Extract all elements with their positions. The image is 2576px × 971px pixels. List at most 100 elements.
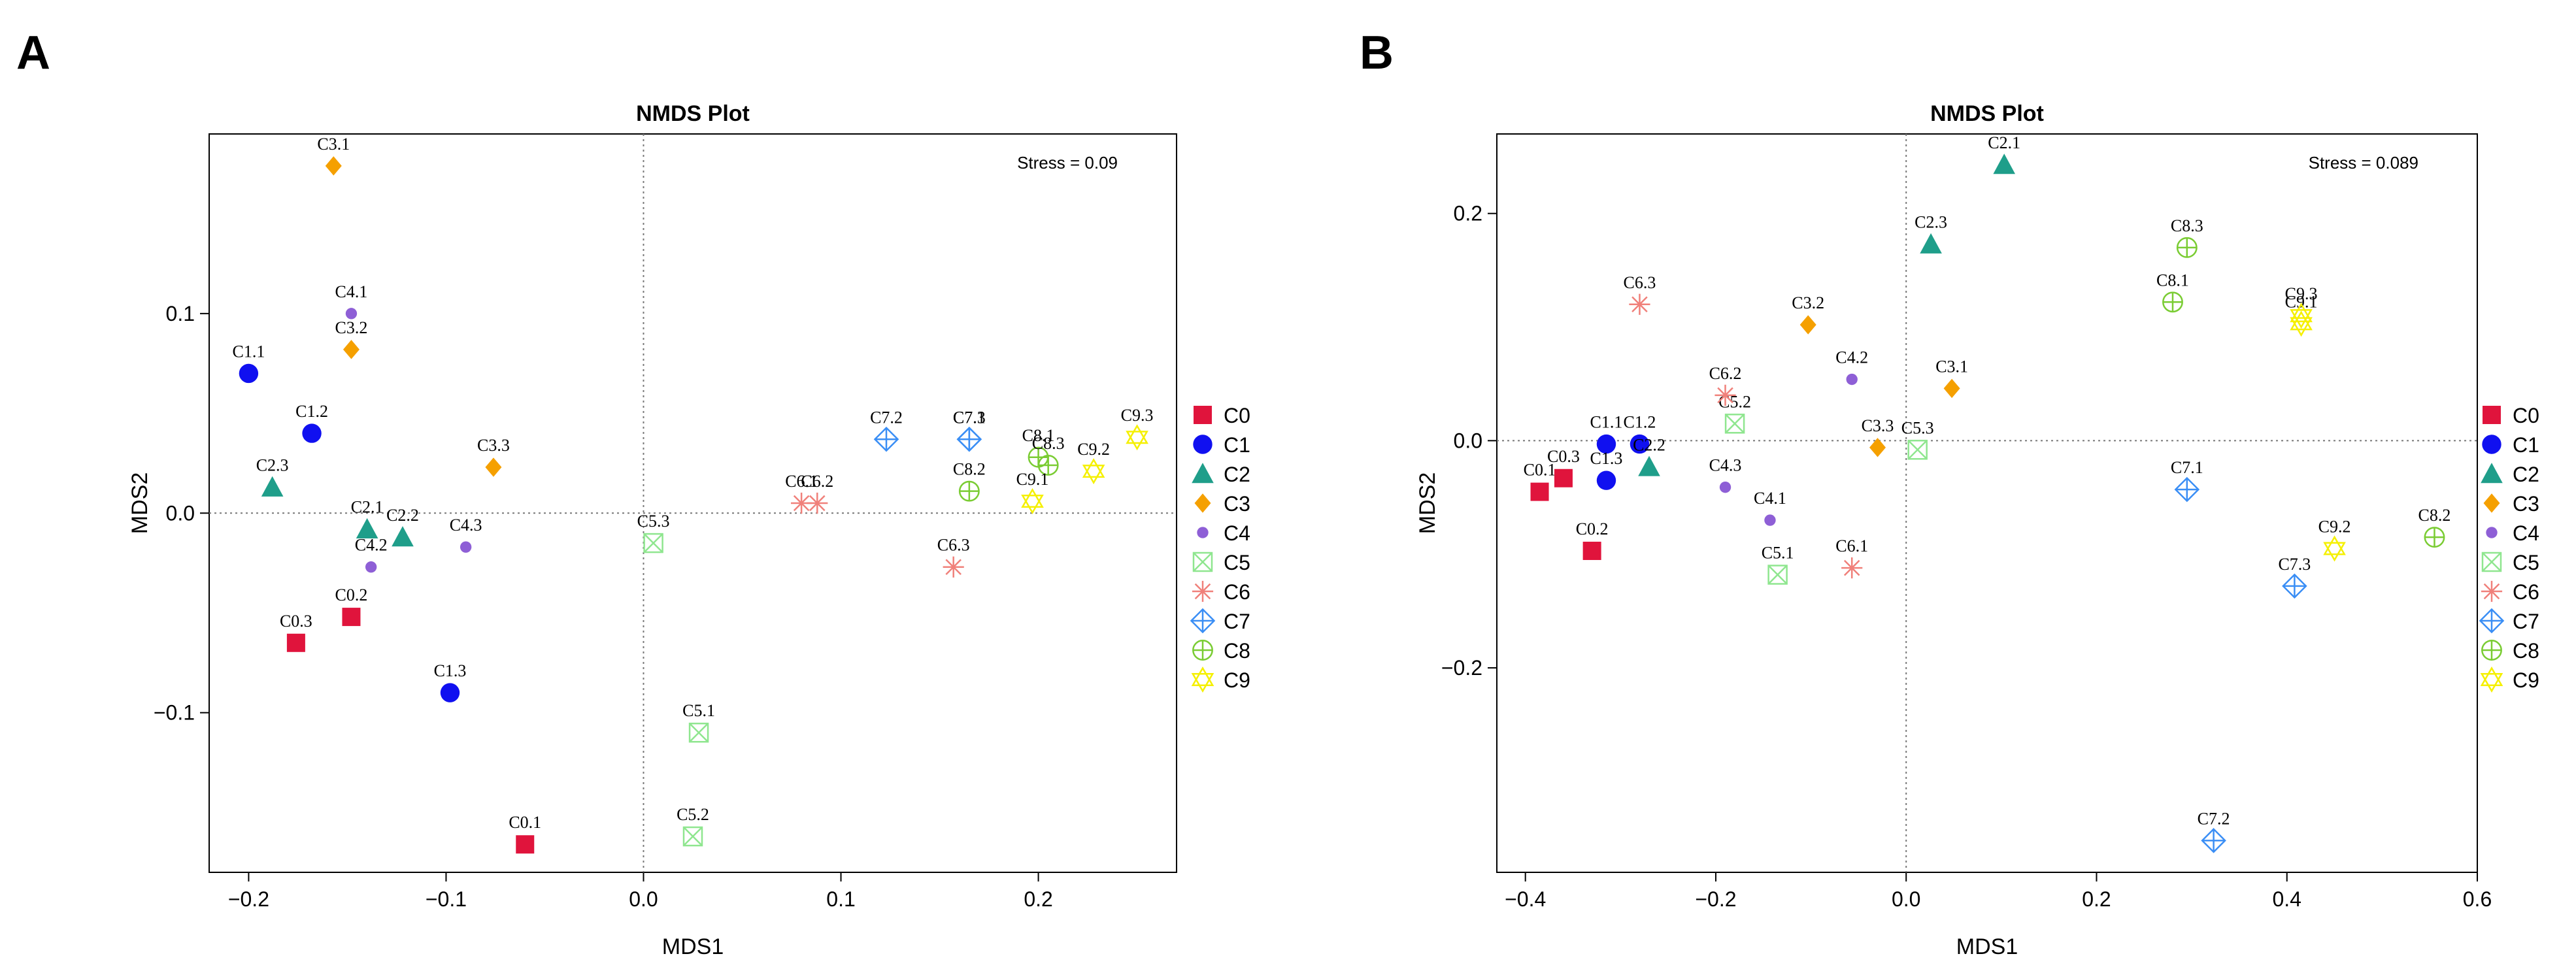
- data-point: [2424, 527, 2445, 548]
- legend-item: C1: [2482, 433, 2539, 457]
- point-label: C0.2: [335, 585, 368, 604]
- point-label: C7.3: [2278, 555, 2311, 574]
- legend-item: C9: [2480, 666, 2539, 693]
- point-label: C2.2: [1633, 435, 1665, 454]
- data-point: [2176, 237, 2198, 258]
- data-point: [958, 480, 980, 502]
- data-point: [1841, 557, 1863, 579]
- point-label: C8.3: [2171, 216, 2203, 235]
- data-point: [643, 533, 663, 553]
- legend-marker: [2480, 666, 2503, 693]
- data-point: [485, 457, 502, 477]
- legend-marker: [1192, 580, 1214, 602]
- point-label: C7.3: [953, 408, 986, 427]
- point-label: C5.2: [677, 805, 709, 824]
- point-label: C6.3: [1624, 273, 1656, 292]
- legend-marker: [1192, 640, 1213, 661]
- data-point: [1724, 414, 1745, 434]
- x-tick-label: 0.4: [2272, 887, 2301, 911]
- data-point: [1082, 458, 1105, 485]
- data-point: [261, 476, 284, 497]
- data-point: [1719, 481, 1731, 493]
- y-tick-label: −0.2: [1441, 656, 1482, 680]
- data-point: [1582, 542, 1601, 561]
- point-label: C9.1: [2285, 292, 2318, 311]
- legend-label: C4: [1224, 521, 1250, 545]
- x-tick-label: −0.1: [426, 887, 467, 911]
- data-point: [2162, 291, 2183, 313]
- legend-label: C6: [1224, 580, 1250, 604]
- data-point: [302, 423, 322, 443]
- legend-marker: [2481, 640, 2502, 661]
- data-point: [873, 427, 899, 452]
- legend-item: C8: [1192, 639, 1250, 663]
- data-point: [1596, 470, 1616, 490]
- point-label: C2.3: [256, 456, 289, 475]
- legend-marker: [2483, 406, 2501, 424]
- legend-item: C6: [1192, 580, 1250, 604]
- data-point: [460, 541, 472, 553]
- legend-item: C9: [1191, 666, 1250, 693]
- x-tick-label: 0.2: [2082, 887, 2111, 911]
- legend-label: C1: [1224, 433, 1250, 457]
- data-point: [682, 826, 703, 847]
- panel-a: A NMDS Plot −0.2 −0.1 0.0 0.1 0.2 −0.1 0.0 0.1…: [16, 27, 1250, 959]
- legend-label: C3: [1224, 492, 1250, 516]
- point-label: C7.2: [2198, 809, 2230, 828]
- point-label: C9.3: [2285, 284, 2318, 303]
- point-label: C0.2: [1576, 519, 1609, 538]
- panel-label: A: [16, 27, 50, 79]
- legend-item: C8: [2481, 639, 2539, 663]
- x-axis-label: MDS1: [662, 934, 724, 959]
- data-point: [1638, 455, 1660, 476]
- legend-label: C1: [2513, 433, 2539, 457]
- legend-marker: [1190, 608, 1216, 634]
- x-tick-label: 0.1: [826, 887, 855, 911]
- data-point: [1869, 438, 1886, 457]
- y-tick-label: 0.0: [166, 501, 195, 525]
- point-label: C3.3: [477, 436, 510, 455]
- point-label: C2.2: [386, 506, 419, 525]
- y-tick-label: 0.1: [166, 302, 195, 325]
- point-label: C6.2: [1709, 364, 1742, 383]
- point-label: C2.3: [1915, 213, 1947, 232]
- legend-item: C5: [1192, 551, 1250, 574]
- data-point: [1554, 469, 1573, 487]
- legend-item: C4: [1197, 521, 1250, 545]
- legend-marker: [2482, 435, 2501, 454]
- point-label: C4.1: [1754, 489, 1786, 508]
- legend-label: C4: [2513, 521, 2539, 545]
- data-point: [943, 556, 964, 578]
- nmds-plot-b: B NMDS Plot −0.4 −0.2 0.0 0.2 0.4 0.6 −0.2 0.0…: [1360, 27, 2539, 959]
- x-tick-label: −0.4: [1505, 887, 1546, 911]
- legend-item: C5: [2481, 551, 2539, 574]
- data-point: [345, 308, 358, 320]
- point-label: C4.3: [1709, 456, 1742, 475]
- y-axis-label: MDS2: [1415, 472, 1440, 534]
- point-label: C5.1: [1762, 544, 1794, 563]
- data-point: [1943, 378, 1960, 399]
- legend-marker: [1193, 435, 1213, 454]
- point-label: C6.1: [785, 472, 818, 491]
- x-tick-label: −0.2: [228, 887, 269, 911]
- legend-label: C8: [1224, 639, 1250, 663]
- y-axis-label: MDS2: [127, 472, 152, 534]
- data-point: [807, 492, 828, 514]
- data-point: [325, 156, 342, 176]
- point-label: C8.3: [1032, 434, 1065, 453]
- point-label: C9.1: [1016, 470, 1049, 489]
- x-tick-label: 0.2: [1024, 887, 1052, 911]
- legend-marker: [1192, 463, 1214, 484]
- point-label: C3.1: [317, 135, 350, 154]
- point-label: C1.3: [434, 661, 467, 680]
- data-point: [1530, 482, 1549, 501]
- legend-item: C2: [1192, 463, 1250, 486]
- legend-marker: [1192, 551, 1213, 572]
- point-label: C4.3: [450, 516, 482, 535]
- data-point: [365, 561, 377, 573]
- legend-marker: [1194, 493, 1211, 513]
- legend-label: C9: [2513, 668, 2539, 692]
- legend-label: C9: [1224, 668, 1250, 692]
- x-tick-label: 0.0: [629, 887, 658, 911]
- data-point: [286, 633, 305, 652]
